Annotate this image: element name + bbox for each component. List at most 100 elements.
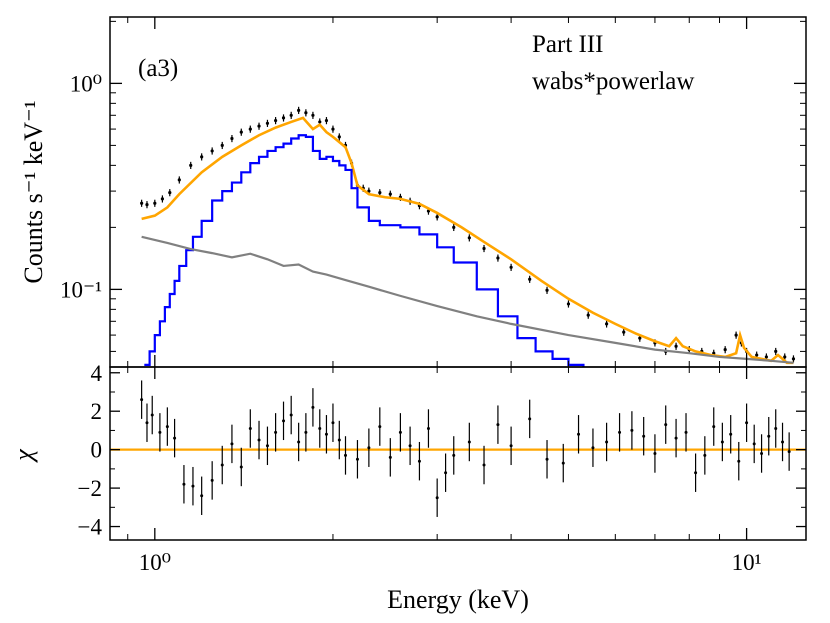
data-point xyxy=(331,127,335,131)
data-point xyxy=(509,265,513,269)
data-point xyxy=(200,155,204,159)
data-point xyxy=(257,124,261,128)
data-point xyxy=(605,322,609,326)
data-point xyxy=(586,313,590,317)
residual-panel: 10⁰ 10¹ −4 −2 0 2 4 χ Energy (keV) xyxy=(9,361,807,614)
y-tick-label: 10⁻¹ xyxy=(60,277,102,302)
data-point xyxy=(435,215,439,219)
data-point xyxy=(324,118,329,123)
residual-point xyxy=(324,432,328,436)
data-point xyxy=(168,190,172,195)
residual-point xyxy=(509,444,513,448)
data-point xyxy=(638,336,642,340)
residual-point xyxy=(674,436,678,440)
annotation-line-1: Part III xyxy=(532,31,604,58)
residual-point xyxy=(435,496,439,500)
data-point xyxy=(764,355,768,359)
residual-point xyxy=(787,450,791,454)
data-point xyxy=(378,190,382,195)
residual-point xyxy=(165,425,169,429)
residual-point xyxy=(496,423,500,427)
residual-point xyxy=(367,446,371,450)
data-point xyxy=(145,202,149,207)
data-point xyxy=(297,108,301,112)
residual-point xyxy=(220,463,224,467)
data-point xyxy=(304,111,308,115)
data-point xyxy=(482,246,486,251)
data-point xyxy=(674,344,678,348)
residual-point xyxy=(684,430,688,434)
residual-y-tick-label: 0 xyxy=(91,438,103,463)
residual-point xyxy=(311,405,315,409)
residual-point xyxy=(774,427,778,431)
residual-point xyxy=(230,442,234,446)
residual-point xyxy=(694,471,698,475)
data-point xyxy=(712,351,716,355)
residual-point xyxy=(561,461,565,465)
residual-point xyxy=(528,417,532,421)
residual-point xyxy=(297,440,301,444)
residual-point xyxy=(618,430,622,434)
data-point xyxy=(311,113,315,117)
y-tick-label: 10⁰ xyxy=(70,71,102,96)
x-tick-label: 10¹ xyxy=(732,550,762,575)
residual-point xyxy=(408,444,412,448)
data-point xyxy=(734,333,738,337)
data-point xyxy=(189,163,193,167)
data-point xyxy=(774,349,778,354)
residual-point xyxy=(191,484,195,488)
residual-y-tick-label: 4 xyxy=(91,361,103,386)
model-line-2 xyxy=(144,134,585,367)
model-line-1 xyxy=(141,116,794,365)
residual-point xyxy=(304,430,308,434)
data-point xyxy=(160,197,165,201)
panel-label: (a3) xyxy=(138,55,178,82)
residual-point xyxy=(145,421,149,425)
residual-point xyxy=(282,419,286,423)
residual-point xyxy=(388,455,392,459)
data-point xyxy=(265,121,270,125)
data-point xyxy=(791,357,796,361)
residual-panel-frame xyxy=(109,366,807,541)
data-point xyxy=(566,302,571,306)
data-point xyxy=(723,348,727,352)
residual-point xyxy=(745,421,749,425)
residual-y-tick-label: −4 xyxy=(78,515,103,540)
residual-point xyxy=(729,432,733,436)
residual-point xyxy=(591,446,595,450)
residual-point xyxy=(274,430,278,434)
residual-point xyxy=(605,440,609,444)
data-point xyxy=(220,143,224,147)
residual-point xyxy=(781,440,785,444)
residual-point xyxy=(426,427,430,431)
data-point xyxy=(318,120,322,124)
residual-point xyxy=(703,453,707,457)
residual-point xyxy=(257,438,261,442)
residual-point xyxy=(467,440,471,444)
data-point xyxy=(274,118,278,123)
residual-point xyxy=(318,427,322,431)
residual-point xyxy=(444,471,448,475)
spectrum-panel: 10⁰ 10⁻¹ (a3) Part III wabs*powerlaw Coun… xyxy=(19,16,807,368)
residual-point xyxy=(265,444,269,448)
residual-point xyxy=(577,432,581,436)
residual-point xyxy=(343,453,347,457)
residual-point xyxy=(378,425,382,429)
residual-point xyxy=(417,459,421,463)
residual-point xyxy=(737,459,741,463)
residual-point xyxy=(482,463,486,467)
data-point xyxy=(153,201,157,205)
data-point xyxy=(140,201,144,205)
data-point xyxy=(622,330,626,334)
residual-point xyxy=(653,452,657,455)
residual-point xyxy=(140,398,144,402)
residual-point xyxy=(248,427,252,431)
residual-ticks: 10⁰ 10¹ −4 −2 0 2 4 xyxy=(78,361,806,575)
data-point xyxy=(528,277,532,281)
data-point xyxy=(177,178,181,182)
data-point xyxy=(239,130,243,134)
residual-point xyxy=(337,438,341,442)
data-point xyxy=(545,288,549,292)
data-point xyxy=(248,127,252,131)
residual-axis-title: χ xyxy=(9,449,38,464)
